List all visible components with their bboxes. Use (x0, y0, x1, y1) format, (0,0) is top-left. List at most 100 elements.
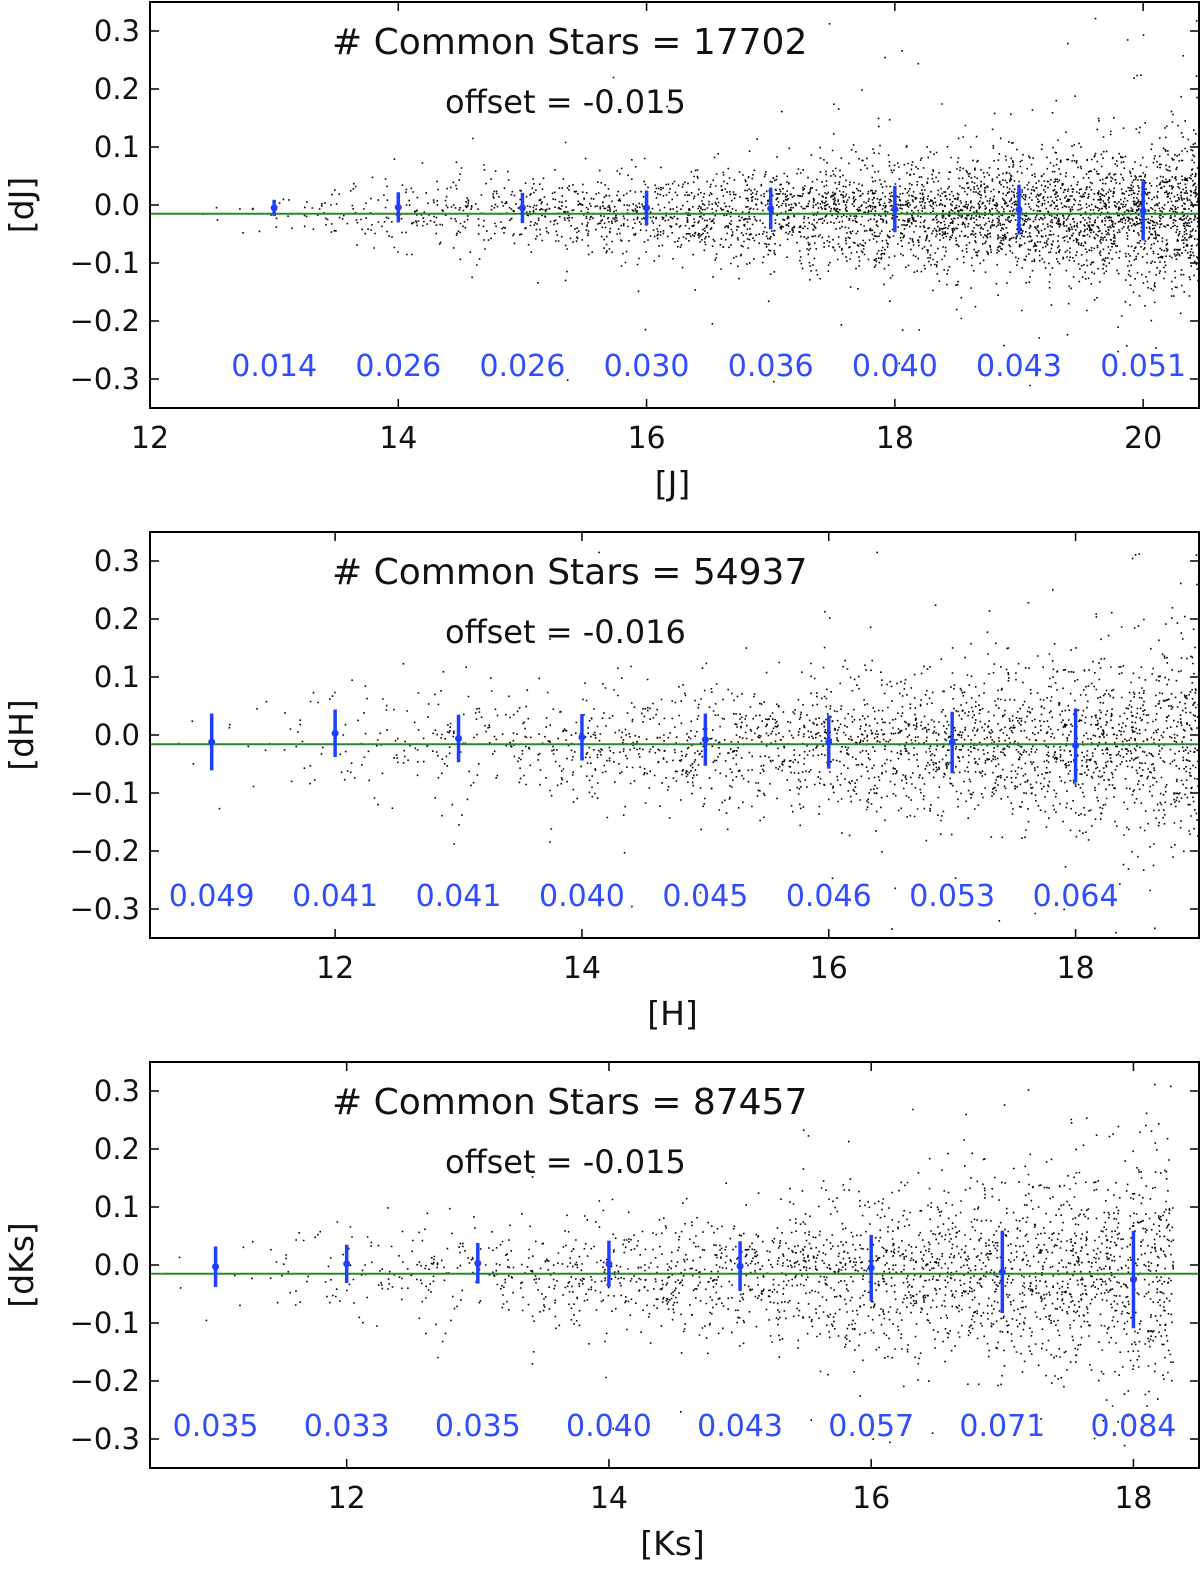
x-tick-label: 12 (328, 1481, 366, 1516)
offset-annotation: offset = -0.015 (445, 1143, 686, 1181)
scatter-points (165, 1083, 1175, 1447)
sigma-label: 0.026 (355, 349, 441, 384)
panel-1: 0.014 0.026 0.026 0.030 0.036 0.040 0.043 0.051… (2, 1, 1200, 503)
y-tick-label: −0.1 (70, 1306, 140, 1340)
x-tick-label: 18 (1114, 1481, 1152, 1516)
sigma-label: 0.036 (728, 349, 814, 384)
y-tick-label: 0.0 (94, 1248, 140, 1282)
bin-mean-point (867, 1264, 875, 1272)
y-tick-label: 0.1 (94, 1190, 140, 1224)
bin-mean-point (1139, 207, 1147, 215)
y-tick-label: −0.3 (70, 1422, 140, 1456)
bin-mean-point (208, 738, 216, 746)
y-tick-label: 0.0 (94, 188, 140, 222)
scatter-points (177, 551, 1199, 934)
sigma-label: 0.035 (435, 1409, 521, 1444)
y-tick-label: 0.2 (94, 602, 140, 636)
y-tick-label: 0.2 (94, 1132, 140, 1166)
x-tick-label: 18 (876, 421, 914, 456)
y-axis-label: [dJ] (2, 177, 41, 233)
y-axis-label: [dKs] (2, 1222, 41, 1308)
sigma-label: 0.043 (697, 1409, 783, 1444)
x-tick-label: 12 (131, 421, 169, 456)
bin-mean-point (518, 204, 526, 212)
y-tick-label: 0.3 (94, 1074, 140, 1108)
y-tick-label: −0.3 (70, 892, 140, 926)
offset-annotation: offset = -0.016 (445, 613, 686, 651)
sigma-label: 0.071 (959, 1409, 1045, 1444)
sigma-label: 0.051 (1100, 349, 1186, 384)
sigma-label: 0.040 (852, 349, 938, 384)
sigma-label: 0.084 (1090, 1409, 1176, 1444)
bin-mean-point (1072, 741, 1080, 749)
sigma-label: 0.043 (976, 349, 1062, 384)
x-axis-label: [J] (655, 464, 690, 503)
offset-annotation: offset = -0.015 (445, 83, 686, 121)
bin-mean-point (891, 205, 899, 213)
sigma-label: 0.041 (292, 879, 378, 914)
sigma-label: 0.064 (1033, 879, 1119, 914)
sigma-label: 0.045 (662, 879, 748, 914)
sigma-label: 0.053 (909, 879, 995, 914)
panel-2: 0.049 0.041 0.041 0.040 0.045 0.046 0.053 0.064… (2, 531, 1200, 1033)
sigma-label: 0.057 (828, 1409, 914, 1444)
y-tick-label: 0.3 (94, 14, 140, 48)
sigma-label: 0.033 (304, 1409, 390, 1444)
sigma-label: 0.014 (231, 349, 317, 384)
x-tick-label: 18 (1056, 951, 1094, 986)
bin-mean-point (998, 1268, 1006, 1276)
y-tick-label: 0.2 (94, 72, 140, 106)
bin-mean-point (1015, 206, 1023, 214)
x-tick-label: 16 (627, 421, 665, 456)
bin-mean-point (578, 733, 586, 741)
y-tick-label: 0.0 (94, 718, 140, 752)
x-tick-label: 14 (590, 1481, 628, 1516)
bin-mean-point (825, 738, 833, 746)
bin-mean-point (343, 1260, 351, 1268)
x-tick-label: 20 (1124, 421, 1162, 456)
bin-mean-point (605, 1260, 613, 1268)
bin-mean-point (212, 1263, 220, 1271)
bin-mean-point (474, 1259, 482, 1267)
sigma-label: 0.040 (566, 1409, 652, 1444)
common-stars-annotation: # Common Stars = 87457 (332, 1082, 807, 1123)
y-tick-label: 0.3 (94, 544, 140, 578)
scatter-points (202, 17, 1199, 387)
x-tick-label: 12 (316, 951, 354, 986)
y-tick-label: 0.1 (94, 130, 140, 164)
bin-mean-point (455, 734, 463, 742)
y-tick-label: −0.1 (70, 246, 140, 280)
y-axis-label: [dH] (2, 699, 41, 771)
bin-mean-point (643, 204, 651, 212)
x-axis-label: [H] (647, 994, 698, 1033)
sigma-label: 0.040 (539, 879, 625, 914)
common-stars-annotation: # Common Stars = 54937 (332, 552, 807, 593)
bin-mean-point (736, 1262, 744, 1270)
x-tick-label: 16 (810, 951, 848, 986)
y-tick-label: −0.2 (70, 1364, 140, 1398)
sigma-label: 0.026 (479, 349, 565, 384)
common-stars-annotation: # Common Stars = 17702 (332, 22, 807, 63)
bin-mean-point (948, 739, 956, 747)
panel-3: 0.035 0.033 0.035 0.040 0.043 0.057 0.071 0.084… (2, 1061, 1200, 1563)
sigma-label: 0.030 (604, 349, 690, 384)
x-tick-label: 14 (379, 421, 417, 456)
y-tick-label: −0.2 (70, 304, 140, 338)
sigma-label: 0.046 (786, 879, 872, 914)
bin-mean-point (767, 204, 775, 212)
x-axis-label: [Ks] (640, 1524, 705, 1563)
sigma-label: 0.049 (169, 879, 255, 914)
bin-mean-point (701, 736, 709, 744)
y-tick-label: −0.1 (70, 776, 140, 810)
sigma-label: 0.041 (416, 879, 502, 914)
y-tick-label: −0.2 (70, 834, 140, 868)
bin-mean-point (270, 204, 278, 212)
y-tick-label: 0.1 (94, 660, 140, 694)
sigma-label: 0.035 (173, 1409, 259, 1444)
x-tick-label: 16 (852, 1481, 890, 1516)
x-tick-label: 14 (563, 951, 601, 986)
bin-mean-point (394, 203, 402, 211)
bin-mean-point (1129, 1276, 1137, 1283)
